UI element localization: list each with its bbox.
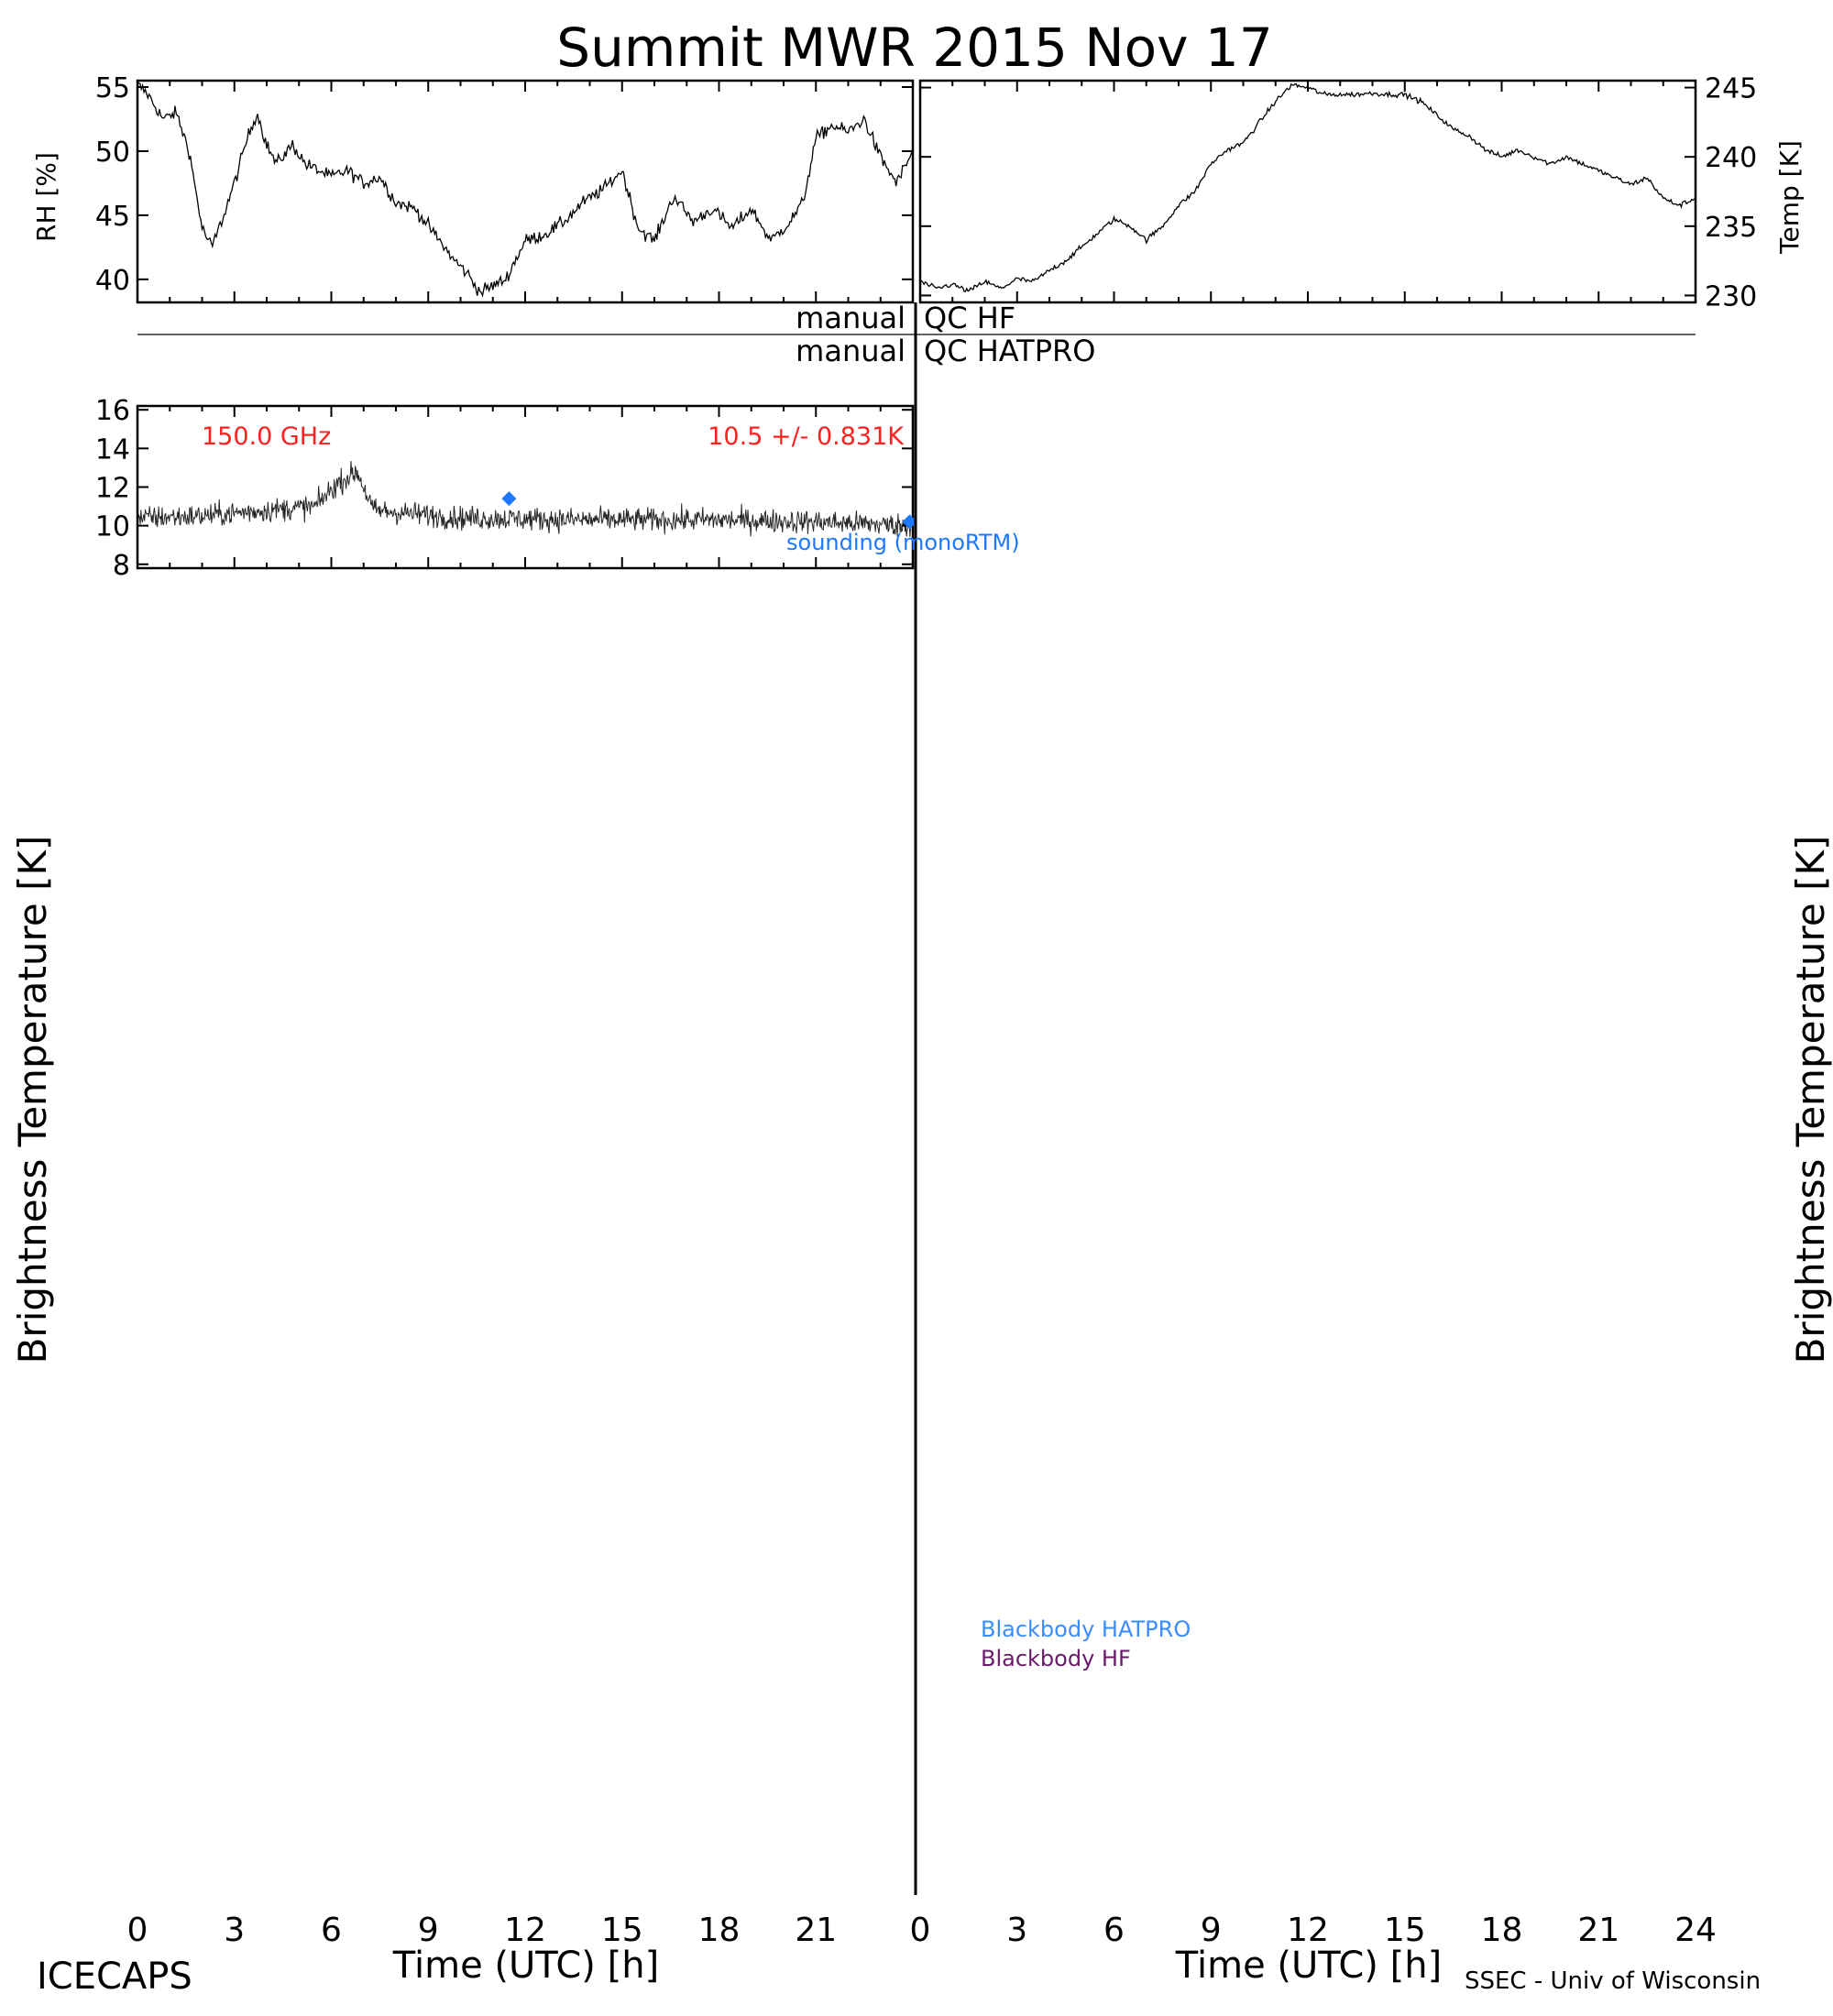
qc-hatpro-left-label: manual	[796, 334, 906, 368]
y-tick-label: 16	[95, 395, 130, 427]
y-tick-label: 45	[95, 201, 130, 233]
temp-ylabel: Temp [K]	[1774, 140, 1805, 255]
x-tick-label: 15	[1384, 1912, 1426, 1949]
panel-150-0: 8 10 12 14 16 150.0 GHz 10.5 +/- 0.831K	[95, 395, 917, 582]
y-tick-label: 8	[113, 550, 130, 582]
x-tick-label: 9	[418, 1912, 439, 1949]
qc-hf-left-label: manual	[796, 301, 906, 335]
x-tick-label: 6	[321, 1912, 342, 1949]
x-tick-label: 21	[795, 1912, 837, 1949]
x-tick-label: 18	[1481, 1912, 1523, 1949]
x-tick-label: 21	[1577, 1912, 1619, 1949]
panel-temp: 230 235 240 245 Temp [K]	[918, 73, 1805, 312]
x-tick-label: 3	[1006, 1912, 1027, 1949]
sounding-point	[902, 514, 917, 530]
x-tick-label: 9	[1201, 1912, 1222, 1949]
channel-150-0-series	[137, 461, 914, 538]
x-tick-label: 3	[224, 1912, 245, 1949]
x-tick-label: 12	[1287, 1912, 1329, 1949]
xlabel-right: Time (UTC) [h]	[1175, 1945, 1442, 1987]
rh-ylabel: RH [%]	[31, 152, 61, 242]
qc-hf-right-label: QC HF	[924, 301, 1015, 335]
panel-rh: 40 45 50 55 RH [%]	[31, 72, 915, 304]
y-tick-label: 245	[1705, 73, 1757, 105]
y-tick-label: 230	[1705, 280, 1757, 312]
right-ylabel: Brightness Temperature [K]	[1788, 836, 1833, 1364]
y-tick-label: 14	[95, 433, 130, 466]
y-tick-label: 50	[95, 137, 130, 169]
x-tick-label: 18	[698, 1912, 741, 1949]
channel-stat: 10.5 +/- 0.831K	[708, 422, 905, 451]
x-tick-label: 6	[1103, 1912, 1125, 1949]
y-tick-label: 40	[95, 265, 130, 297]
x-tick-label: 24	[1674, 1912, 1717, 1949]
qc-hatpro-right-label: QC HATPRO	[924, 334, 1095, 368]
xlabel-left: Time (UTC) [h]	[392, 1945, 659, 1987]
y-tick-label: 55	[95, 72, 130, 104]
left-ylabel: Brightness Temperature [K]	[10, 836, 55, 1364]
x-tick-label: 12	[504, 1912, 546, 1949]
legend-blackbody-hf: Blackbody HF	[981, 1646, 1131, 1671]
channel-label: 150.0 GHz	[202, 422, 331, 451]
footer-left: ICECAPS	[37, 1956, 192, 1998]
y-tick-label: 10	[95, 511, 130, 543]
figure-title: Summit MWR 2015 Nov 17	[556, 16, 1272, 79]
y-tick-label: 235	[1705, 212, 1757, 244]
sounding-point	[501, 491, 517, 507]
x-tick-label: 0	[127, 1912, 148, 1949]
legend-blackbody-hatpro: Blackbody HATPRO	[981, 1616, 1191, 1642]
footer-right: SSEC - Univ of Wisconsin	[1465, 1967, 1761, 1995]
rh-series-line	[137, 81, 914, 298]
y-tick-label: 12	[95, 473, 130, 505]
legend-sounding: sounding (monoRTM)	[786, 530, 1020, 555]
x-tick-label: 0	[910, 1912, 931, 1949]
x-tick-label: 15	[601, 1912, 643, 1949]
y-tick-label: 240	[1705, 142, 1757, 174]
temp-series-line	[919, 82, 1696, 292]
